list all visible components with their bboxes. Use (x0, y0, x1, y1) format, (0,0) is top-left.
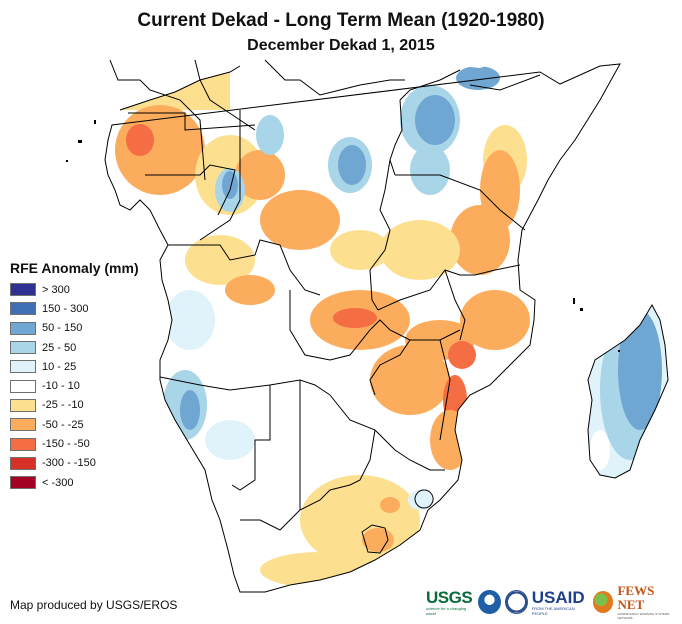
logos-bar: USGS science for a changing world USAID … (426, 583, 682, 621)
legend-item: -150 - -50 (10, 434, 139, 453)
legend-swatch (10, 283, 36, 297)
coastline (104, 63, 621, 593)
usgs-logo: USGS science for a changing world (426, 587, 473, 616)
map-title: Current Dekad - Long Term Mean (1920-198… (137, 10, 545, 31)
legend-label: -25 - -10 (42, 399, 84, 412)
legend-swatch (10, 321, 36, 335)
legend-swatch (10, 398, 36, 412)
islands (66, 120, 620, 352)
legend-swatch (10, 476, 36, 490)
country-borders (109, 59, 541, 554)
legend-swatch (10, 379, 36, 393)
legend-swatch (10, 341, 36, 355)
legend-label: 25 - 50 (42, 341, 77, 354)
madagascar (588, 305, 668, 478)
legend-item: > 300 (10, 280, 139, 299)
credit-text: Map produced by USGS/EROS (10, 598, 178, 612)
legend-label: > 300 (42, 283, 70, 296)
legend-swatch (10, 302, 36, 316)
madagascar-coastline (587, 303, 669, 479)
mainland-africa (105, 62, 540, 592)
legend-label: -150 - -50 (42, 438, 90, 451)
legend-swatch (10, 418, 36, 432)
fews-net-logo: FEWS NET FAMINE EARLY WARNING SYSTEMS NE… (617, 583, 670, 621)
legend-item: -50 - -25 (10, 415, 139, 434)
legend-label: -50 - -25 (42, 418, 84, 431)
legend-label: 10 - 25 (42, 360, 77, 373)
legend-item: 150 - 300 (10, 299, 139, 318)
fews-globe-icon (592, 591, 614, 613)
legend-swatch (10, 456, 36, 470)
legend-item: 50 - 150 (10, 319, 139, 338)
legend-label: -300 - -150 (42, 457, 96, 470)
legend-item: 25 - 50 (10, 338, 139, 357)
legend-item: < -300 (10, 473, 139, 492)
legend-label: 150 - 300 (42, 302, 89, 315)
legend-item: 10 - 25 (10, 357, 139, 376)
legend-label: -10 - 10 (42, 380, 80, 393)
legend-item: -10 - 10 (10, 376, 139, 395)
legend-swatch (10, 360, 36, 374)
noaa-logo-icon (478, 590, 501, 614)
legend-item: -300 - -150 (10, 454, 139, 473)
legend-swatch (10, 437, 36, 451)
legend-item: -25 - -10 (10, 396, 139, 415)
legend-label: < -300 (42, 476, 74, 489)
legend: RFE Anomaly (mm) > 300 150 - 300 50 - 150 2… (10, 260, 139, 492)
legend-title: RFE Anomaly (mm) (10, 260, 139, 276)
usaid-seal-icon (504, 590, 528, 614)
legend-label: 50 - 150 (42, 322, 83, 335)
usaid-logo: USAID FROM THE AMERICAN PEOPLE (531, 587, 585, 616)
map-subtitle: December Dekad 1, 2015 (247, 37, 435, 54)
